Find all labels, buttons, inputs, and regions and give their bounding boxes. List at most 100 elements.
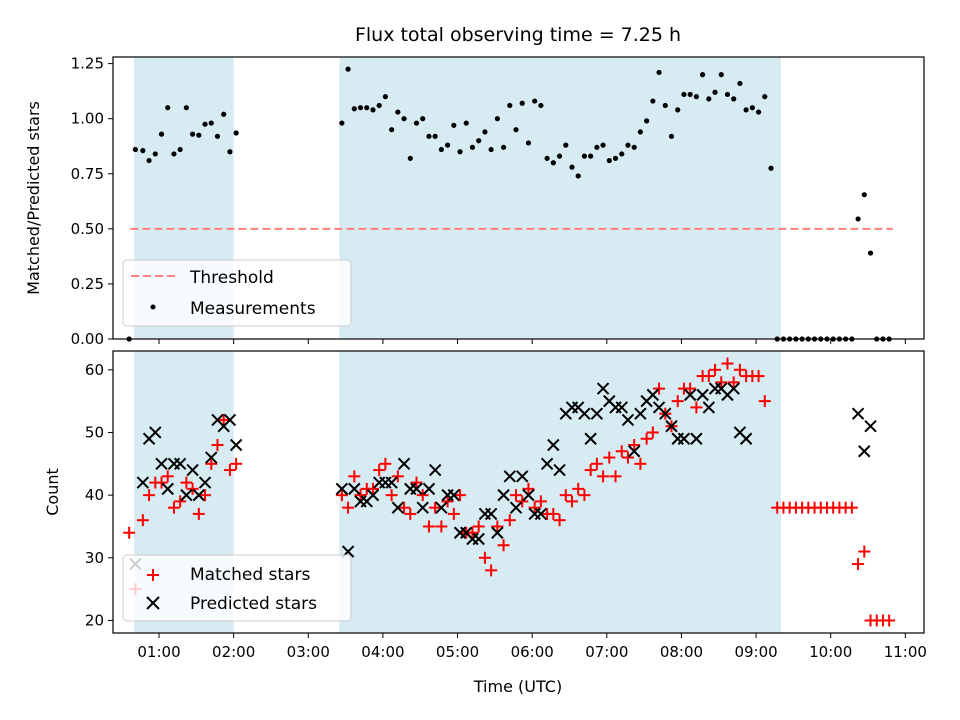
measurement-point [544, 155, 550, 161]
measurement-point [538, 102, 544, 109]
matched-star-point [472, 520, 485, 533]
matched-star-point [721, 357, 734, 370]
predicted-star-point [503, 470, 517, 483]
measurement-point [339, 120, 345, 126]
matched-stars-legend-label: Matched stars [190, 565, 310, 585]
matched-star-point [161, 470, 174, 483]
measurement-point [532, 98, 538, 104]
x-tick-label: 02:00 [212, 643, 255, 661]
measurement-point [171, 151, 177, 157]
matched-star-point [628, 439, 641, 451]
bottom-y-tick-label: 20 [85, 611, 104, 629]
measurement-point [196, 132, 202, 138]
matched-star-point [671, 395, 684, 408]
measurement-point [165, 105, 171, 111]
bottom-y-tick-label: 60 [85, 361, 104, 379]
measurement-point [606, 157, 612, 164]
matched-star-point [572, 482, 585, 495]
matched-star-point [640, 432, 653, 445]
bottom-y-axis-label: Count [43, 468, 62, 516]
matched-star-point [491, 520, 504, 533]
matched-star-point [590, 457, 603, 470]
measurement-point [644, 118, 650, 124]
predicted-star-point [484, 507, 498, 521]
predicted-star-point [621, 413, 635, 427]
measurement-point [426, 133, 432, 139]
top-legend-box [122, 259, 352, 327]
matched-star-point [180, 476, 193, 489]
x-tick-label: 10:00 [809, 643, 852, 661]
measurement-point [693, 94, 699, 100]
measurement-point [737, 80, 743, 87]
measurement-point [550, 160, 556, 166]
measurement-point [233, 130, 239, 136]
matched-star-point [845, 501, 858, 514]
x-axis-label: Time (UTC) [473, 677, 562, 696]
bottom-shaded-interval-2 [339, 351, 781, 633]
matched-star-point [398, 501, 411, 514]
measurement-point [594, 144, 600, 150]
predicted-star-point [410, 482, 423, 496]
measurement-point [420, 116, 426, 122]
matched-star-point [373, 464, 386, 477]
measurement-point [500, 144, 507, 150]
measurement-point [494, 116, 500, 122]
matched-star-point [404, 507, 417, 520]
matched-star-point [653, 382, 666, 395]
predicted-star-point [385, 476, 398, 489]
predicted-star-point [186, 463, 199, 477]
measurement-point [482, 129, 488, 135]
matched-star-point [366, 482, 379, 495]
predicted-star-point [540, 457, 554, 471]
matched-star-point [690, 401, 703, 414]
measurement-point [152, 151, 158, 157]
measurement-point [407, 155, 413, 161]
matched-star-point [385, 489, 398, 502]
matched-star-point [230, 457, 243, 470]
matched-star-point [858, 545, 871, 558]
measurement-point [158, 131, 165, 137]
measurement-point [208, 120, 214, 126]
measurement-point [146, 157, 152, 164]
matched-star-point [429, 501, 442, 514]
measurement-point [687, 91, 693, 98]
top-x-ticks [158, 339, 906, 344]
predicted-star-point [553, 463, 566, 477]
measurements-series [126, 66, 892, 342]
matched-star-point [348, 470, 361, 483]
predicted-star-point [397, 457, 411, 471]
predicted-star-point [851, 407, 865, 420]
measurement-point [675, 107, 681, 113]
measurement-point [600, 142, 606, 148]
measurements-legend-swatch [150, 304, 156, 310]
measurement-point [650, 98, 656, 104]
predicted-star-point [173, 457, 187, 471]
measurement-point [345, 66, 351, 72]
matched-star-point [715, 376, 728, 389]
bottom-y-tick-label: 40 [85, 486, 104, 504]
measurement-point [762, 94, 768, 100]
predicted-star-point [864, 419, 877, 433]
x-tick-label: 05:00 [436, 643, 479, 661]
matched-stars-legend-swatch [147, 569, 159, 581]
measurement-point [755, 109, 762, 115]
matched-star-point [167, 501, 180, 514]
top-y-tick-label: 1.25 [71, 55, 104, 73]
matched-star-point [578, 489, 591, 502]
matched-star-point [379, 457, 392, 470]
top-shaded-intervals [134, 57, 781, 339]
matched-star-point [553, 514, 566, 527]
measurement-point [382, 94, 389, 100]
matched-star-point [416, 489, 429, 502]
predicted-star-point [509, 501, 523, 514]
predicted-stars-legend-label: Predicted stars [190, 594, 317, 614]
predicted-star-point [659, 407, 672, 420]
x-tick-label: 06:00 [511, 643, 554, 661]
matched-star-point [186, 482, 199, 495]
matched-star-point [503, 514, 516, 527]
measurement-point [625, 142, 631, 148]
measurement-point [190, 131, 196, 137]
x-tick-label: 08:00 [660, 643, 703, 661]
measurements-legend-label: Measurements [190, 299, 316, 319]
matched-star-point [422, 520, 435, 533]
